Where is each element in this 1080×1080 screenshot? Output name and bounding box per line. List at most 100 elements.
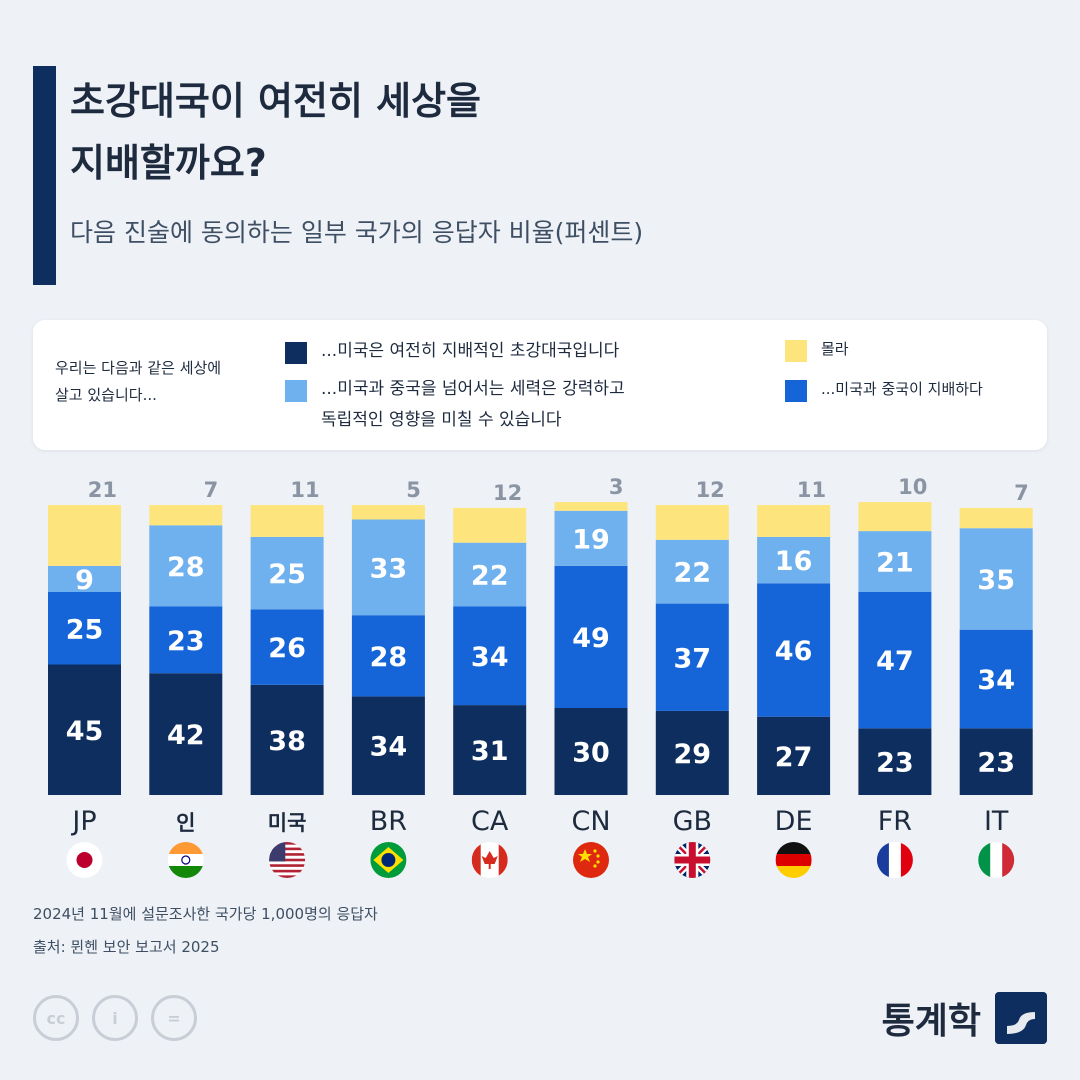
bar-segment [858,728,932,795]
legend-label-us-dominant: ...미국은 여전히 지배적인 초강대국입니다 [321,341,620,361]
bar-value-label: 12 [493,481,522,505]
x-tick-label: IT [984,806,1009,837]
source-note: 출처: 뮌헨 보안 보고서 2025 [33,938,220,956]
bar-value-label: 23 [977,748,1015,779]
bar-value-label: 25 [66,614,104,645]
bar-value-label: 7 [204,478,219,502]
china-flag-icon [573,842,609,878]
bar-value-label: 47 [876,646,914,677]
stacked-bar-chart: 4525921JP4223287인38262511미국3428335BR3134… [48,475,1033,878]
chart-title: 초강대국이 여전히 세상을 지배할까요? [70,70,481,194]
bar-value-label: 5 [406,478,421,502]
x-tick-label: DE [775,806,813,837]
chart-subtitle: 다음 진술에 동의하는 일부 국가의 응답자 비율(퍼센트) [70,218,644,247]
bar-segment [149,525,223,607]
bar-segment [959,728,1033,795]
bar-value-label: 34 [471,642,509,673]
bar-value-label: 26 [268,633,306,664]
bar-segment [554,510,628,566]
bar-segment [554,502,628,511]
bar-segment [959,629,1033,729]
bar-value-label: 33 [370,553,408,584]
license-icons: cc i = [33,995,197,1041]
bar-segment [959,507,1033,529]
france-flag-icon [876,842,913,878]
bar-value-label: 11 [797,478,826,502]
india-flag-icon [167,842,204,878]
bar-segment [453,606,527,706]
legend-item-other-powers: ...미국과 중국을 넘어서는 세력은 강력하고 독립적인 영향을 미칠 수 있… [285,378,625,436]
bar-segment [554,565,628,708]
bar-value-label: 30 [572,738,610,769]
title-line-2: 지배할까요? [70,141,267,185]
x-tick-label: GB [673,806,712,837]
bar-segment [757,505,831,537]
bar-segment [655,603,729,711]
bar-segment [149,673,223,795]
bar-value-label: 21 [876,548,914,579]
attribution-icon: i [92,995,138,1041]
bar-segment [554,708,628,795]
italy-flag-icon [978,842,1015,878]
legend-panel: 우리는 다음과 같은 세상에 살고 있습니다... ...미국은 여전히 지배적… [33,320,1047,450]
x-tick-label: CA [471,806,509,837]
bar-segment [453,507,527,543]
bar-segment [250,609,324,685]
bar-value-label: 10 [898,475,927,499]
bar-value-label: 22 [674,558,712,589]
bar-segment [858,502,932,532]
brand-name: 통계학 [881,1001,981,1042]
brand: 통계학 [882,992,1047,1044]
title-accent-bar [33,66,56,285]
bar-segment [351,696,425,795]
bar-value-label: 9 [75,565,94,596]
bar-segment [48,664,121,795]
japan-flag-icon [66,842,103,878]
bar-value-label: 28 [167,552,205,583]
bar-segment [250,684,324,795]
bar-value-label: 46 [775,636,813,667]
brand-logo-icon [995,992,1047,1044]
legend-intro-line-2: 살고 있습니다... [55,386,157,404]
bar-value-label: 19 [572,524,610,555]
bar-value-label: 31 [471,736,509,767]
bar-value-label: 16 [775,546,813,577]
bar-value-label: 35 [977,565,1015,596]
bar-value-label: 23 [167,626,205,657]
legend-swatch-navy [285,342,307,364]
bar-segment [858,592,932,729]
x-tick-label: JP [70,806,96,837]
bar-value-label: 42 [167,720,205,751]
bar-value-label: 22 [471,561,509,592]
legend-intro: 우리는 다음과 같은 세상에 살고 있습니다... [55,355,221,409]
x-tick-label: BR [370,806,407,837]
legend-label-us-china: ...미국과 중국이 지배하다 [821,380,983,398]
bar-segment [250,536,324,610]
bar-value-label: 49 [572,623,610,654]
x-tick-label: 인 [176,811,195,835]
bar-value-label: 3 [609,475,624,499]
bar-segment [655,505,729,540]
bar-value-label: 45 [66,716,104,747]
legend-label-other-powers: ...미국과 중국을 넘어서는 세력은 강력하고 독립적인 영향을 미칠 수 있… [321,379,625,430]
legend-swatch-blue [785,380,807,402]
bar-segment [757,583,831,717]
legend-label-dont-know: 몰라 [821,340,849,358]
bar-value-label: 21 [88,478,117,502]
bar-value-label: 34 [977,665,1015,696]
legend-intro-line-1: 우리는 다음과 같은 세상에 [55,359,222,377]
bar-value-label: 23 [876,748,914,779]
bar-segment [149,505,223,526]
brazil-flag-icon [370,842,407,878]
survey-note: 2024년 11월에 설문조사한 국가당 1,000명의 응답자 [33,905,378,923]
bar-segment [757,716,831,795]
legend-item-us-china: ...미국과 중국이 지배하다 [785,378,983,405]
canada-flag-icon [471,842,508,878]
bar-value-label: 11 [290,478,319,502]
bar-segment [351,519,425,616]
legend-swatch-yellow [785,340,807,362]
legend-item-dont-know: 몰라 [785,338,849,365]
bar-segment [48,592,121,665]
bar-segment [453,542,527,607]
bar-value-label: 34 [370,732,408,763]
